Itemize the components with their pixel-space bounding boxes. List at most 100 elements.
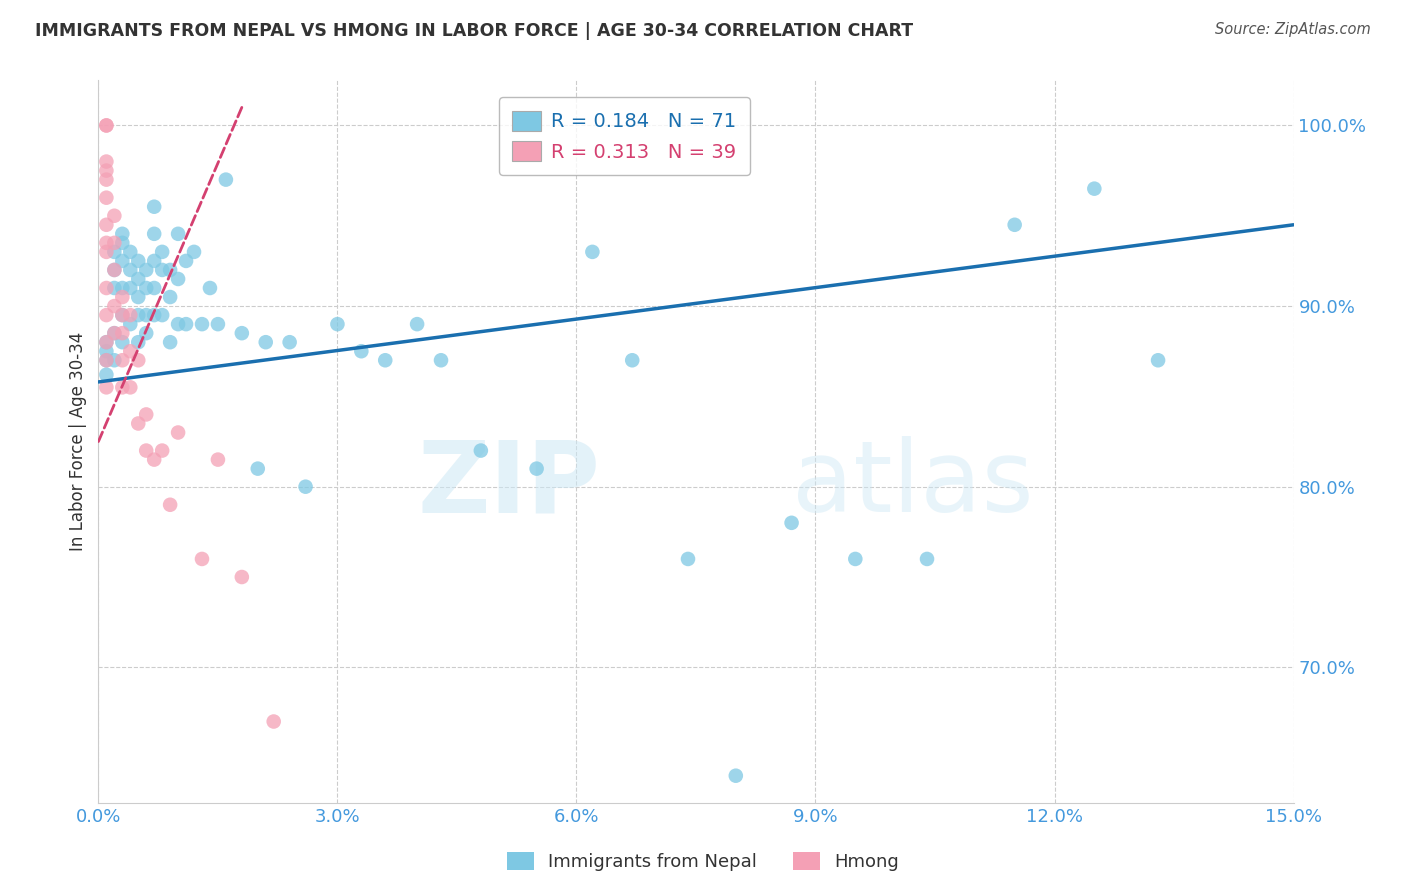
Point: [159, 498, 181, 512]
Point: [111, 380, 134, 394]
Y-axis label: In Labor Force | Age 30-34: In Labor Force | Age 30-34: [69, 332, 87, 551]
Point: [120, 281, 142, 295]
Point: [159, 263, 181, 277]
Point: [103, 353, 125, 368]
Point: [103, 244, 125, 259]
Point: [183, 244, 205, 259]
Point: [350, 344, 373, 359]
Legend: Immigrants from Nepal, Hmong: Immigrants from Nepal, Hmong: [499, 845, 907, 879]
Point: [120, 263, 142, 277]
Point: [103, 235, 125, 250]
Point: [207, 317, 229, 331]
Point: [96, 335, 118, 350]
Point: [143, 227, 166, 241]
Point: [96, 308, 118, 322]
Point: [150, 244, 173, 259]
Point: [111, 308, 134, 322]
Point: [127, 335, 149, 350]
Point: [167, 272, 190, 286]
Point: [844, 552, 866, 566]
Point: [96, 353, 118, 368]
Point: [191, 552, 214, 566]
Point: [915, 552, 938, 566]
Point: [780, 516, 803, 530]
Point: [111, 290, 134, 304]
Point: [581, 244, 603, 259]
Point: [135, 326, 157, 340]
Point: [167, 317, 190, 331]
Point: [246, 461, 269, 475]
Point: [135, 281, 157, 295]
Point: [127, 417, 149, 431]
Point: [150, 263, 173, 277]
Point: [103, 263, 125, 277]
Point: [143, 200, 166, 214]
Point: [263, 714, 285, 729]
Point: [103, 299, 125, 313]
Point: [96, 119, 118, 133]
Point: [231, 326, 253, 340]
Text: atlas: atlas: [792, 436, 1033, 533]
Point: [111, 353, 134, 368]
Point: [143, 281, 166, 295]
Text: IMMIGRANTS FROM NEPAL VS HMONG IN LABOR FORCE | AGE 30-34 CORRELATION CHART: IMMIGRANTS FROM NEPAL VS HMONG IN LABOR …: [35, 22, 914, 40]
Point: [103, 209, 125, 223]
Point: [127, 272, 149, 286]
Point: [111, 253, 134, 268]
Point: [159, 290, 181, 304]
Point: [96, 163, 118, 178]
Point: [120, 244, 142, 259]
Point: [103, 281, 125, 295]
Point: [120, 344, 142, 359]
Point: [143, 308, 166, 322]
Point: [103, 326, 125, 340]
Point: [231, 570, 253, 584]
Point: [96, 191, 118, 205]
Point: [621, 353, 644, 368]
Point: [127, 353, 149, 368]
Point: [724, 769, 747, 783]
Point: [406, 317, 429, 331]
Point: [96, 353, 118, 368]
Text: ZIP: ZIP: [418, 436, 600, 533]
Point: [96, 344, 118, 359]
Point: [150, 308, 173, 322]
Point: [96, 154, 118, 169]
Point: [191, 317, 214, 331]
Point: [135, 308, 157, 322]
Point: [174, 317, 197, 331]
Point: [167, 425, 190, 440]
Point: [103, 326, 125, 340]
Point: [1083, 181, 1105, 195]
Point: [96, 335, 118, 350]
Point: [135, 408, 157, 422]
Point: [96, 281, 118, 295]
Point: [103, 263, 125, 277]
Point: [374, 353, 396, 368]
Point: [120, 308, 142, 322]
Point: [96, 119, 118, 133]
Point: [470, 443, 492, 458]
Point: [526, 461, 548, 475]
Point: [1147, 353, 1170, 368]
Point: [111, 335, 134, 350]
Point: [676, 552, 699, 566]
Point: [430, 353, 453, 368]
Legend: R = 0.184   N = 71, R = 0.313   N = 39: R = 0.184 N = 71, R = 0.313 N = 39: [499, 97, 749, 175]
Point: [159, 335, 181, 350]
Point: [120, 317, 142, 331]
Point: [111, 281, 134, 295]
Point: [167, 227, 190, 241]
Point: [1004, 218, 1026, 232]
Point: [111, 227, 134, 241]
Point: [96, 172, 118, 186]
Point: [135, 443, 157, 458]
Point: [198, 281, 221, 295]
Point: [326, 317, 349, 331]
Text: Source: ZipAtlas.com: Source: ZipAtlas.com: [1215, 22, 1371, 37]
Point: [111, 308, 134, 322]
Point: [215, 172, 238, 186]
Point: [127, 290, 149, 304]
Point: [278, 335, 301, 350]
Point: [143, 452, 166, 467]
